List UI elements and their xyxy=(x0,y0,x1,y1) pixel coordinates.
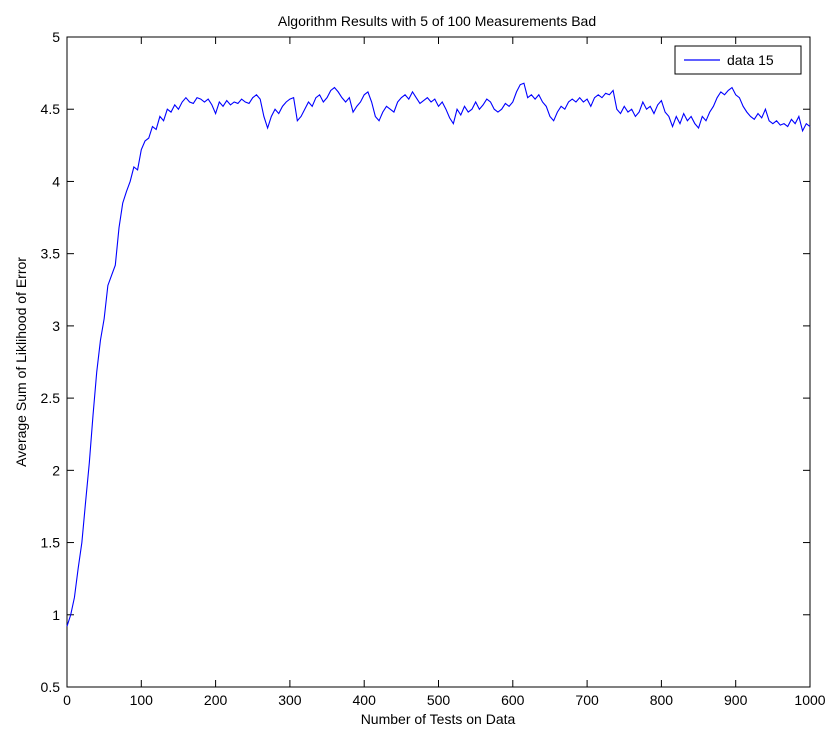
x-tick-label: 600 xyxy=(501,692,525,708)
y-tick-label: 3.5 xyxy=(41,246,61,262)
y-tick-label: 2 xyxy=(52,462,60,478)
y-axis: 0.5 1 1.5 2 2.5 3 3.5 4 4.5 5 xyxy=(41,29,810,695)
x-axis: 0 100 200 300 400 500 600 700 800 900 1000 xyxy=(63,37,826,708)
x-tick-label: 800 xyxy=(650,692,674,708)
x-tick-label: 100 xyxy=(130,692,154,708)
x-tick-label: 400 xyxy=(353,692,377,708)
x-axis-label: Number of Tests on Data xyxy=(361,711,516,727)
x-tick-label: 700 xyxy=(575,692,599,708)
chart-title: Algorithm Results with 5 of 100 Measurem… xyxy=(278,13,596,29)
y-tick-label: 5 xyxy=(52,29,60,45)
y-tick-label: 4.5 xyxy=(41,101,61,117)
series-line-data-15 xyxy=(66,82,811,627)
y-tick-label: 1.5 xyxy=(41,535,61,551)
y-tick-label: 4 xyxy=(52,173,60,189)
x-tick-label: 500 xyxy=(427,692,451,708)
y-tick-label: 3 xyxy=(52,318,60,334)
legend: data 15 xyxy=(674,45,802,75)
y-tick-label: 2.5 xyxy=(41,390,61,406)
x-tick-label: 200 xyxy=(204,692,228,708)
y-tick-label: 1 xyxy=(52,607,60,623)
y-tick-label: 0.5 xyxy=(41,679,61,695)
plot-area xyxy=(66,36,811,688)
x-tick-label: 900 xyxy=(724,692,748,708)
x-tick-label: 0 xyxy=(63,692,71,708)
legend-label: data 15 xyxy=(727,52,774,68)
y-axis-label: Average Sum of Liklihood of Error xyxy=(13,257,29,467)
x-tick-label: 300 xyxy=(278,692,302,708)
x-tick-label: 1000 xyxy=(794,692,825,708)
